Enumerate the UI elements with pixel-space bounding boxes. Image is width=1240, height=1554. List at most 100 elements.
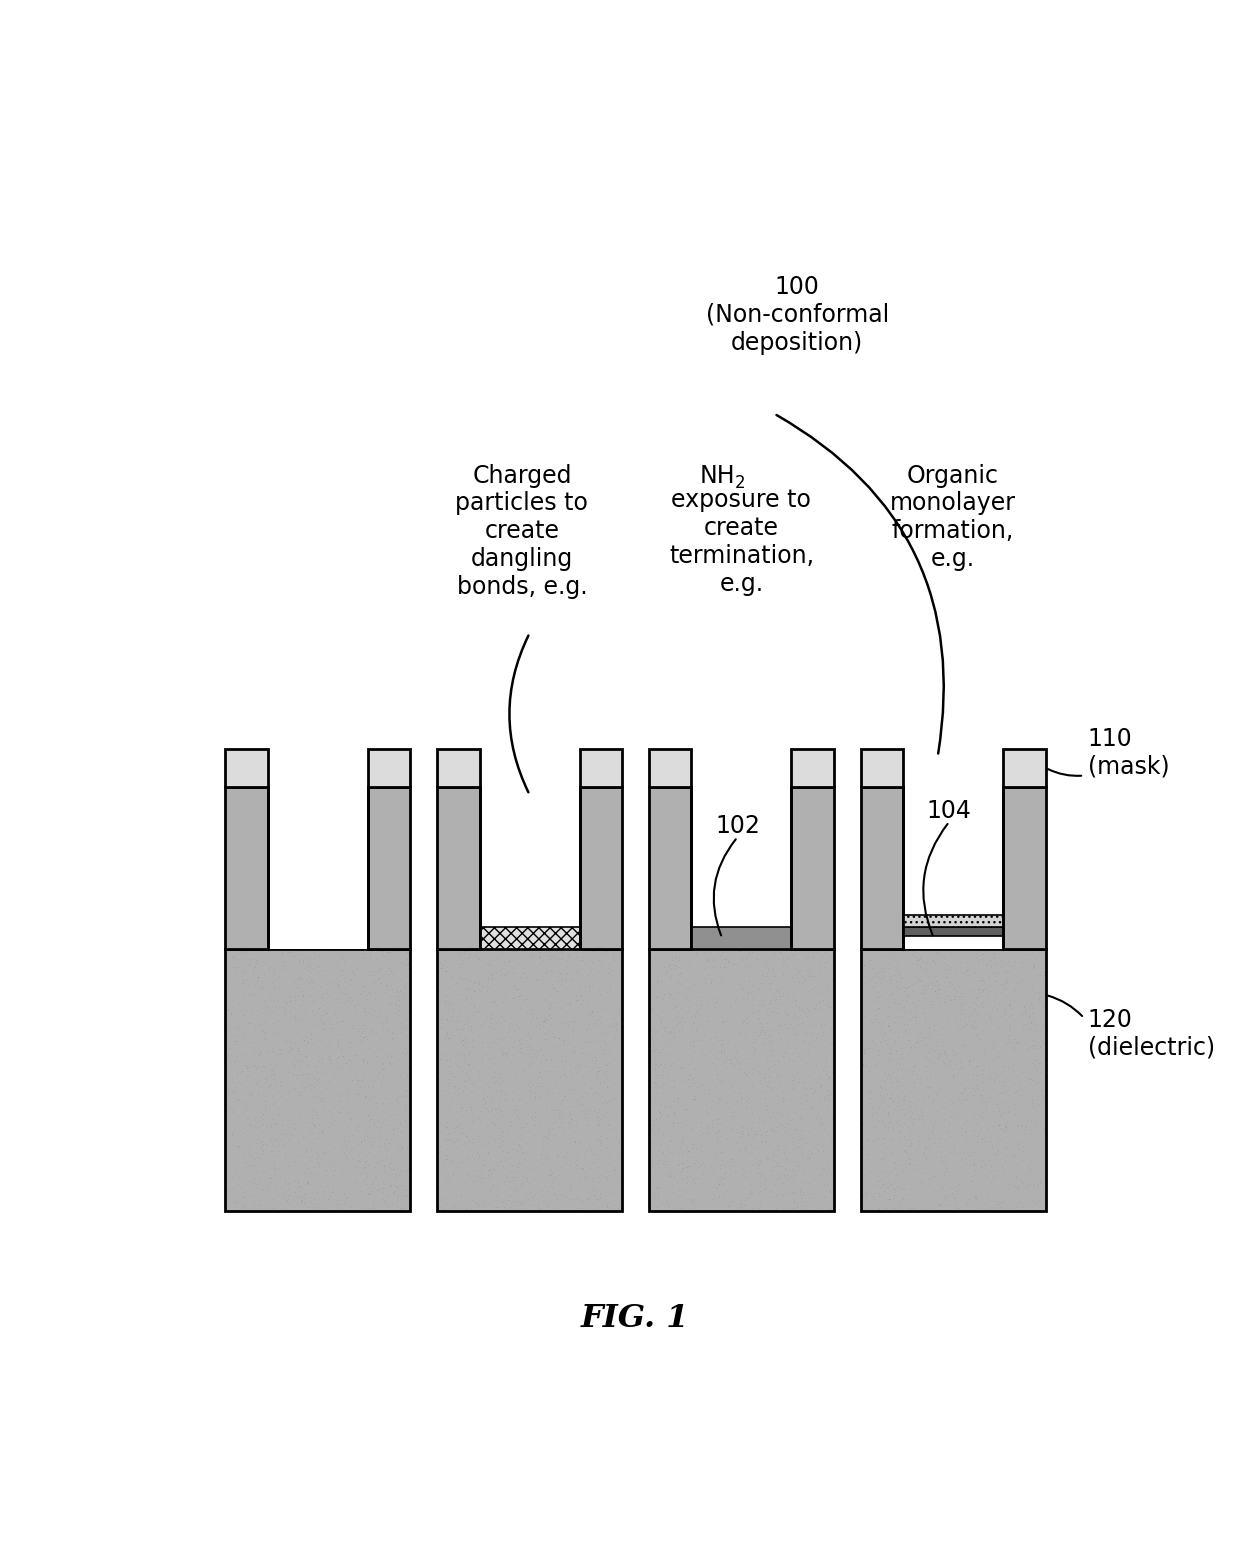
Point [923,1119,942,1144]
Point [926,1082,946,1106]
Point [900,1094,920,1119]
Point [677,1082,697,1106]
Point [983,995,1003,1019]
Point [456,1169,476,1193]
Point [725,982,745,1007]
Bar [579,749,622,786]
Point [686,1038,706,1063]
Point [906,1170,926,1195]
Point [578,1080,598,1105]
Point [577,799,596,824]
Point [541,1096,560,1120]
Point [583,939,603,963]
Point [368,1064,388,1089]
Point [577,1113,596,1138]
Point [645,1047,665,1072]
Point [363,1195,383,1220]
Point [914,1001,934,1026]
Point [365,853,384,878]
Point [350,1075,370,1100]
Point [396,987,415,1012]
Point [285,1116,305,1141]
Point [480,1088,500,1113]
Point [444,783,464,808]
Point [243,1190,263,1215]
Point [299,1089,319,1114]
Point [374,1158,394,1183]
Point [890,991,910,1016]
Point [515,1147,534,1172]
Point [255,1066,275,1091]
Point [851,741,870,766]
Point [697,948,717,973]
Point [785,1002,805,1027]
Point [598,1074,618,1099]
Point [441,996,461,1021]
Point [774,963,794,988]
Point [939,996,959,1021]
Point [983,1032,1003,1057]
Point [655,810,675,834]
Point [583,825,603,850]
Point [986,953,1006,977]
Point [459,1041,479,1066]
Point [939,1192,959,1217]
Point [864,939,884,963]
Point [729,1080,749,1105]
Point [267,1144,286,1169]
Point [392,1159,412,1184]
Point [293,984,312,1009]
Point [326,1046,346,1071]
Point [894,1124,914,1148]
Point [528,1119,548,1144]
Point [914,1086,934,1111]
Point [893,887,913,912]
Point [513,960,533,985]
Point [486,1069,506,1094]
Point [441,965,461,990]
Point [373,1052,393,1077]
Point [370,904,389,929]
Point [797,1021,817,1046]
Point [365,884,384,909]
Point [994,855,1014,880]
Point [376,796,396,821]
Point [578,1166,598,1190]
Point [600,825,620,850]
Point [223,780,243,805]
Point [339,1124,358,1148]
Point [806,940,826,965]
Point [665,887,684,912]
Point [593,996,613,1021]
Point [521,1105,541,1130]
Point [357,973,377,998]
Point [353,946,373,971]
Point [546,1072,565,1097]
Point [1007,887,1027,912]
Point [935,1186,955,1211]
Point [580,1181,600,1206]
Point [1012,892,1032,917]
Point [863,965,883,990]
Point [676,1044,696,1069]
Point [508,1106,528,1131]
Point [541,1189,560,1214]
Point [435,1147,455,1172]
Point [449,808,469,833]
Point [776,1032,796,1057]
Point [714,954,734,979]
Point [492,940,512,965]
Point [377,1016,397,1041]
Point [991,1051,1011,1075]
Point [893,1057,913,1082]
Point [761,1159,781,1184]
Point [1007,898,1027,923]
Point [379,906,399,931]
Point [239,990,259,1015]
Point [591,831,611,856]
Point [794,1027,813,1052]
Point [1035,873,1055,898]
Point [275,1198,295,1223]
Point [665,1074,684,1099]
Point [732,1009,751,1033]
